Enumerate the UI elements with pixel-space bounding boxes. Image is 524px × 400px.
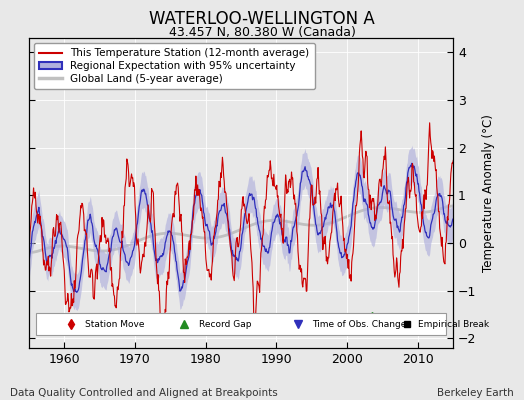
Y-axis label: Temperature Anomaly (°C): Temperature Anomaly (°C)	[482, 114, 495, 272]
Legend: This Temperature Station (12-month average), Regional Expectation with 95% uncer: This Temperature Station (12-month avera…	[34, 43, 315, 89]
Text: WATERLOO-WELLINGTON A: WATERLOO-WELLINGTON A	[149, 10, 375, 28]
Text: Record Gap: Record Gap	[199, 320, 251, 329]
Text: 43.457 N, 80.380 W (Canada): 43.457 N, 80.380 W (Canada)	[169, 26, 355, 39]
Text: Empirical Break: Empirical Break	[418, 320, 489, 329]
Text: Berkeley Earth: Berkeley Earth	[437, 388, 514, 398]
Text: Station Move: Station Move	[85, 320, 145, 329]
FancyBboxPatch shape	[36, 314, 446, 335]
Text: Time of Obs. Change: Time of Obs. Change	[312, 320, 406, 329]
Text: Data Quality Controlled and Aligned at Breakpoints: Data Quality Controlled and Aligned at B…	[10, 388, 278, 398]
